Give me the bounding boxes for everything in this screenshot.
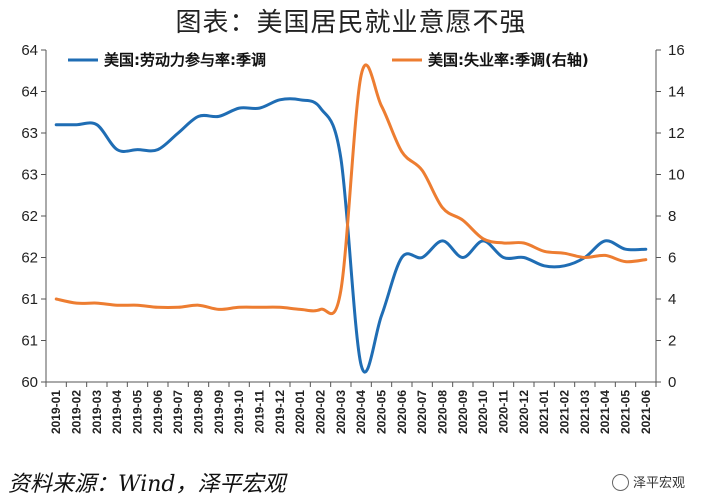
axes	[41, 49, 661, 387]
chart-title: 图表：美国居民就业意愿不强	[175, 8, 527, 38]
right-tick-label: 8	[668, 208, 676, 225]
x-tick-label: 2020-08	[436, 390, 450, 434]
legend-label: 美国:失业率:季调(右轴)	[428, 51, 589, 69]
x-tick-label: 2019-02	[70, 390, 84, 434]
x-tick-label: 2020-06	[395, 390, 409, 434]
x-tick-label: 2020-07	[415, 390, 429, 434]
x-tick-label: 2019-06	[151, 390, 165, 434]
left-tick-label: 62	[21, 208, 38, 225]
x-tick-label: 2019-03	[90, 390, 104, 434]
x-tick-label: 2020-01	[293, 390, 307, 434]
right-tick-label: 14	[668, 84, 685, 101]
x-tick-label: 2019-11	[253, 390, 267, 434]
x-tick-label: 2020-12	[517, 390, 531, 434]
brand-watermark: 泽平宏观	[612, 472, 685, 492]
right-tick-label: 2	[668, 333, 676, 350]
right-tick-label: 16	[668, 42, 685, 59]
x-tick-label: 2021-02	[558, 390, 572, 434]
right-tick-label: 4	[668, 291, 676, 308]
left-tick-label: 63	[21, 125, 38, 142]
x-tick-label: 2019-08	[192, 390, 206, 434]
source-note: 资料来源：Wind，泽平宏观	[8, 472, 286, 497]
x-tick-label: 2019-07	[171, 390, 185, 434]
wechat-icon	[612, 474, 629, 491]
left-tick-label: 61	[21, 333, 38, 350]
x-tick-label: 2020-10	[476, 390, 490, 434]
x-tick-label: 2020-03	[334, 390, 348, 434]
x-tick-label: 2019-12	[273, 390, 287, 434]
legend: 美国:劳动力参与率:季调 美国:失业率:季调(右轴)	[68, 51, 589, 69]
left-tick-label: 64	[21, 42, 38, 59]
x-tick-label: 2020-11	[497, 390, 511, 434]
x-tick-label: 2019-10	[232, 390, 246, 434]
tick-labels: 60 61 61 62 62 63 63 64 64 0 2 4 6 8 10 12 14 16 2019-01 20…	[21, 42, 684, 434]
x-tick-label: 2020-09	[456, 390, 470, 434]
left-tick-label: 61	[21, 291, 38, 308]
left-tick-label: 64	[21, 84, 38, 101]
left-tick-label: 60	[21, 374, 38, 391]
left-tick-label: 63	[21, 167, 38, 184]
brand-label: 泽平宏观	[633, 476, 686, 491]
left-tick-label: 62	[21, 250, 38, 267]
legend-label: 美国:劳动力参与率:季调	[104, 51, 266, 69]
x-tick-label: 2021-04	[598, 390, 612, 434]
series-lines	[54, 63, 648, 374]
x-tick-label: 2019-05	[131, 390, 145, 434]
right-tick-label: 10	[668, 167, 685, 184]
right-tick-label: 12	[668, 125, 685, 142]
x-tick-label: 2021-06	[639, 390, 653, 434]
unemployment-rate-line	[54, 63, 648, 316]
right-tick-label: 6	[668, 250, 676, 267]
x-tick-label: 2021-01	[537, 390, 551, 434]
x-tick-label: 2021-05	[619, 390, 633, 434]
x-tick-label: 2020-05	[375, 390, 389, 434]
x-tick-label: 2019-01	[49, 390, 63, 434]
x-tick-label: 2021-03	[578, 390, 592, 434]
x-tick-label: 2019-09	[212, 390, 226, 434]
participation-rate-line	[54, 97, 648, 374]
right-tick-label: 0	[668, 374, 676, 391]
x-tick-label: 2020-04	[354, 390, 368, 434]
x-tick-label: 2019-04	[110, 390, 124, 434]
x-tick-label: 2020-02	[314, 390, 328, 434]
